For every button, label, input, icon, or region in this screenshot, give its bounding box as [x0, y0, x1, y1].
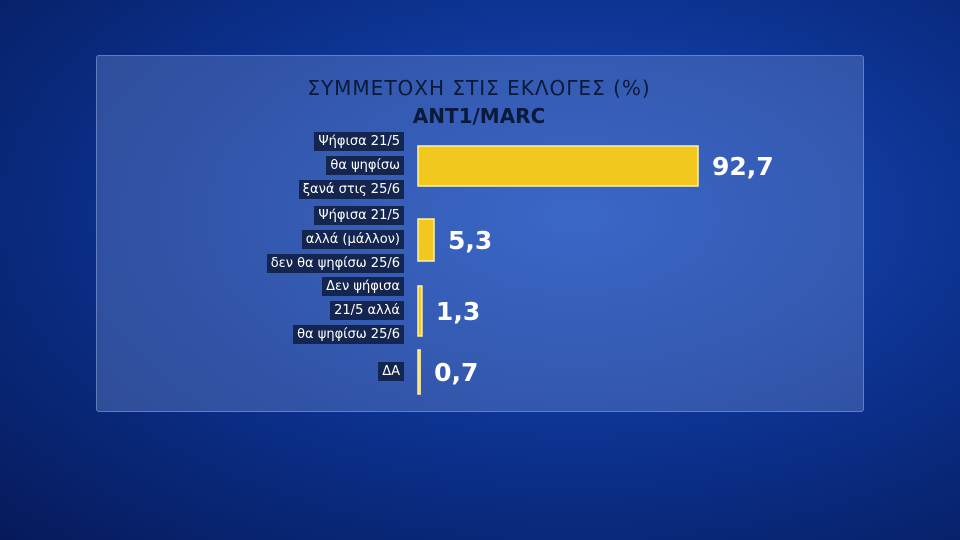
- category-text: ΔΑ: [378, 362, 404, 381]
- chart-title: ΣΥΜΜΕΤΟΧΗ ΣΤΙΣ ΕΚΛΟΓΕΣ (%): [307, 76, 651, 100]
- chart-subtitle: ANT1/MARC: [412, 104, 546, 128]
- value-label: 92,7: [712, 152, 774, 181]
- panel: [96, 55, 864, 412]
- category-label: Δεν ψήφισα 21/5 αλλά θα ψηφίσω 25/6: [293, 275, 404, 347]
- bar: [417, 145, 699, 187]
- category-label: ΔΑ: [378, 360, 404, 384]
- bar: [417, 285, 423, 337]
- category-text: Δεν ψήφισα 21/5 αλλά θα ψηφίσω 25/6: [293, 277, 404, 344]
- bar: [417, 218, 435, 262]
- category-label: Ψήφισα 21/5 θα ψηφίσω ξανά στις 25/6: [298, 130, 404, 202]
- value-label: 0,7: [434, 358, 478, 387]
- category-label: Ψήφισα 21/5 αλλά (μάλλον) δεν θα ψηφίσω …: [266, 204, 404, 276]
- category-text: Ψήφισα 21/5 αλλά (μάλλον) δεν θα ψηφίσω …: [266, 206, 404, 273]
- bar: [417, 349, 421, 395]
- category-text: Ψήφισα 21/5 θα ψηφίσω ξανά στις 25/6: [298, 132, 404, 199]
- value-label: 1,3: [436, 297, 480, 326]
- value-label: 5,3: [448, 226, 492, 255]
